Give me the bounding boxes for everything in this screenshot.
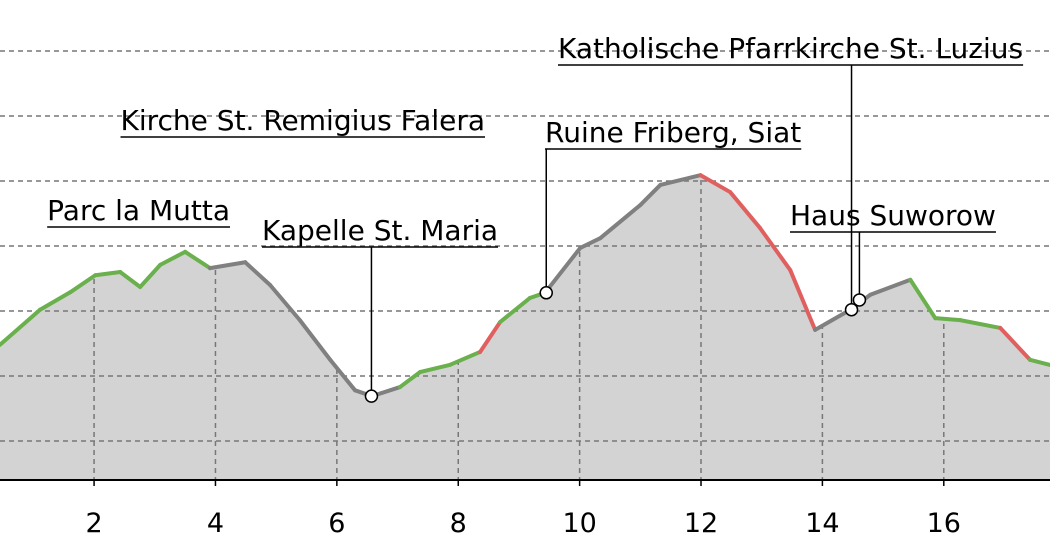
profile-segment [38, 290, 73, 312]
profile-segment [478, 320, 503, 354]
profile-segment [138, 262, 163, 289]
profile-segment [93, 270, 123, 278]
profile-segment [868, 277, 913, 297]
x-tick-label: 8 [450, 508, 467, 539]
x-tick-label: 16 [927, 508, 961, 539]
profile-segment [498, 296, 532, 325]
profile-segment [813, 307, 853, 332]
profile-segment [158, 249, 188, 267]
annotation-point [852, 293, 867, 307]
vertical-grid [93, 175, 945, 480]
profile-segment [397, 370, 422, 390]
profile-segment [447, 349, 483, 367]
profile-segment [328, 357, 358, 393]
x-tick-label: 10 [562, 508, 596, 539]
profile-segment [933, 316, 963, 323]
profile-segment [598, 203, 643, 241]
annotation-label: Ruine Friberg, Siat [545, 116, 801, 149]
x-tick-label: 4 [207, 508, 224, 539]
profile-segment [243, 260, 273, 288]
annotation-label: Katholische Pfarrkirche St. Luzius [558, 32, 1023, 65]
annotation-label: Kapelle St. Maria [262, 214, 498, 247]
profile-segment [183, 249, 212, 271]
annotation-label: Kirche St. Remigius Falera [121, 104, 486, 137]
profile-segment [788, 268, 818, 332]
profile-segment [268, 283, 302, 323]
profile-segment [698, 173, 733, 195]
profile-segment [543, 245, 583, 295]
profile-segment [757, 225, 793, 273]
x-tick-label: 6 [328, 508, 345, 539]
profile-segment [208, 260, 248, 271]
x-tick-label: 2 [85, 508, 102, 539]
profile-segment [638, 182, 663, 208]
profile-segment [958, 318, 1003, 330]
annotation-point [364, 389, 379, 403]
profile-segment [578, 236, 603, 250]
area-fill [0, 175, 1050, 480]
profile-segment [908, 277, 938, 321]
x-tick-label: 14 [805, 508, 839, 539]
x-tick-label: 18 [1048, 508, 1050, 539]
profile-segment [728, 190, 762, 230]
profile-segment [418, 362, 452, 375]
annotation-point [539, 286, 553, 300]
profile-segment [0, 307, 43, 347]
annotation-point [844, 302, 859, 317]
profile-segment [118, 270, 143, 289]
x-tick-label: 12 [684, 508, 718, 539]
annotation-label: Parc la Mutta [47, 194, 230, 227]
profile-segment [658, 173, 703, 187]
annotation-label: Haus Suworow [790, 199, 996, 232]
profile-segment [998, 325, 1032, 362]
profile-segment [68, 273, 98, 295]
profile-segment [297, 318, 333, 362]
profile-segment [1027, 357, 1050, 367]
